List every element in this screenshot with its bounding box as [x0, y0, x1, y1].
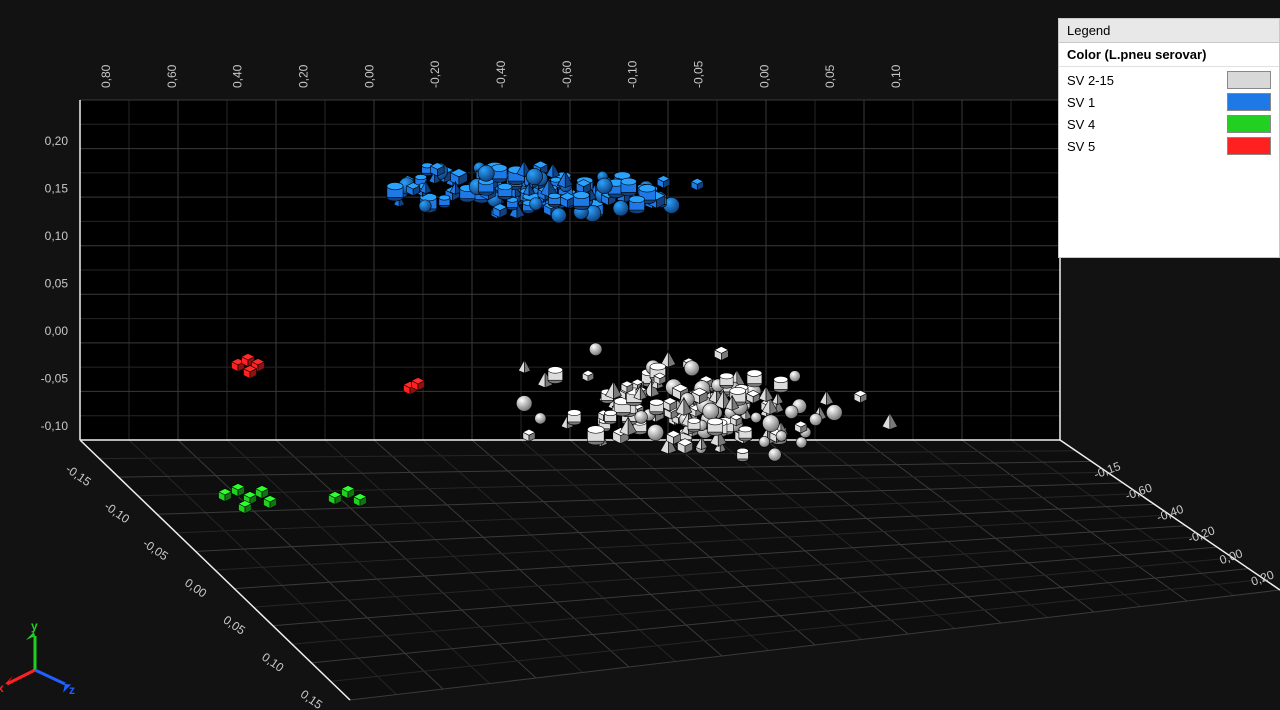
legend-swatch — [1227, 137, 1271, 155]
svg-text:z: z — [69, 683, 75, 697]
svg-text:y: y — [31, 619, 38, 633]
svg-text:0,40: 0,40 — [231, 64, 245, 88]
svg-text:x: x — [0, 681, 4, 695]
svg-text:-0,60: -0,60 — [560, 60, 574, 88]
legend-panel: Legend Color (L.pneu serovar) SV 2-15SV … — [1058, 18, 1280, 258]
svg-text:-0,05: -0,05 — [692, 60, 706, 88]
legend-items: SV 2-15 SV 1 SV 4 SV 5 — [1059, 67, 1279, 257]
svg-text:0,60: 0,60 — [165, 64, 179, 88]
legend-subtitle: Color (L.pneu serovar) — [1059, 43, 1279, 67]
svg-text:0,10: 0,10 — [45, 229, 69, 243]
legend-item[interactable]: SV 2-15 — [1059, 69, 1279, 91]
svg-text:0,05: 0,05 — [45, 277, 69, 291]
svg-text:0,00: 0,00 — [45, 324, 69, 338]
legend-item[interactable]: SV 1 — [1059, 91, 1279, 113]
legend-label: SV 4 — [1067, 117, 1095, 132]
svg-text:0,15: 0,15 — [45, 182, 69, 196]
svg-text:-0,20: -0,20 — [428, 60, 442, 88]
legend-item[interactable]: SV 5 — [1059, 135, 1279, 157]
svg-text:0,00: 0,00 — [757, 64, 771, 88]
legend-swatch — [1227, 115, 1271, 133]
legend-swatch — [1227, 93, 1271, 111]
svg-text:0,20: 0,20 — [45, 134, 69, 148]
legend-item[interactable]: SV 4 — [1059, 113, 1279, 135]
svg-text:-0,10: -0,10 — [41, 419, 69, 433]
svg-text:0,10: 0,10 — [889, 64, 903, 88]
legend-label: SV 5 — [1067, 139, 1095, 154]
svg-text:-0,05: -0,05 — [41, 372, 69, 386]
svg-text:0,00: 0,00 — [362, 64, 376, 88]
svg-text:-0,10: -0,10 — [626, 60, 640, 88]
legend-label: SV 2-15 — [1067, 73, 1114, 88]
svg-text:0,05: 0,05 — [823, 64, 837, 88]
legend-label: SV 1 — [1067, 95, 1095, 110]
legend-swatch — [1227, 71, 1271, 89]
svg-text:0,80: 0,80 — [99, 64, 113, 88]
legend-title: Legend — [1059, 19, 1279, 43]
svg-text:0,20: 0,20 — [297, 64, 311, 88]
svg-text:-0,40: -0,40 — [494, 60, 508, 88]
grid-backwall — [80, 100, 1060, 440]
scatter3d-viewport[interactable]: 0,20 0,15 0,10 0,05 0,00 -0,05 -0,10 0,80 0,60 0,… — [0, 0, 1280, 710]
